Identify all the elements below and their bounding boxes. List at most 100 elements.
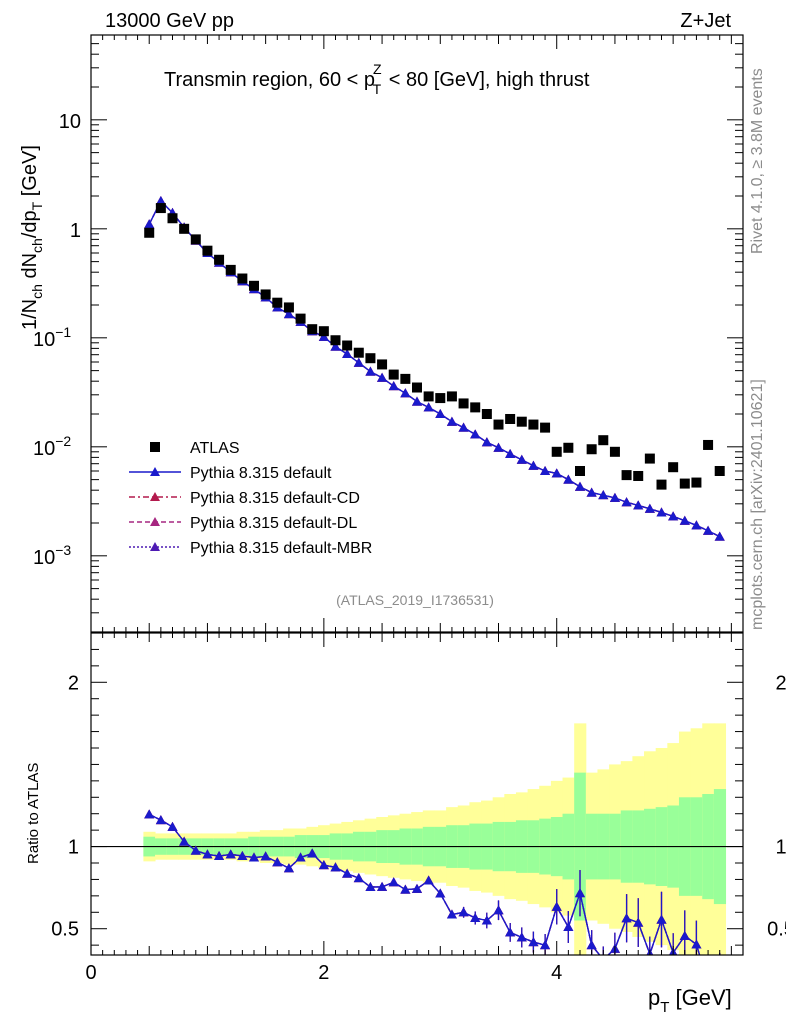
main-frame: [90, 34, 744, 633]
atlas-point: [470, 402, 481, 413]
atlas-point: [388, 369, 399, 380]
ratio-point-default: [307, 848, 318, 858]
ratio-point-default: [656, 914, 667, 924]
ratio-point-default: [493, 905, 504, 915]
legend-marker-atlas: [150, 442, 160, 452]
y-tick-label: 1: [70, 220, 81, 242]
ratio-point-default: [516, 932, 527, 942]
point-default: [400, 388, 411, 398]
ratio-point-default: [225, 849, 236, 859]
ratio-point-default: [540, 940, 551, 950]
atlas-point: [377, 359, 388, 370]
y-tick-label: 10: [59, 111, 81, 133]
ratio-point-default: [400, 884, 411, 894]
ratio-point-default: [260, 851, 271, 861]
atlas-point: [551, 446, 562, 457]
ratio-point-default: [633, 917, 644, 927]
ratio-point-default: [528, 937, 539, 947]
atlas-point: [353, 347, 364, 358]
legend-marker-dl: [150, 517, 160, 526]
ratio-point-cd: [602, 954, 604, 955]
point-default: [633, 500, 644, 510]
ratio-point-default: [272, 857, 283, 867]
ratio-point-default: [144, 809, 155, 819]
ratio-point-default: [470, 913, 481, 922]
point-default: [423, 402, 434, 412]
legend-label-dl: Pythia 8.315 default-DL: [190, 515, 357, 532]
atlas-point: [563, 442, 574, 453]
atlas-point: [481, 409, 492, 420]
point-default: [144, 219, 155, 229]
atlas-point: [575, 465, 585, 476]
legend-label-cd: Pythia 8.315 default-CD: [190, 490, 360, 507]
ratio-point-default: [388, 877, 399, 887]
point-default: [353, 357, 364, 367]
atlas-point: [318, 326, 329, 337]
ratio-point-default: [237, 850, 248, 860]
ratio-point-default: [377, 881, 388, 891]
atlas-point: [586, 444, 597, 455]
ratio-point-default: [412, 883, 422, 893]
mcplots-label: mcplots.cern.ch [arXiv:2401.10621]: [749, 379, 766, 630]
line-default: [148, 199, 721, 538]
ratio-point-default: [691, 939, 702, 949]
legend-marker-mbr: [150, 542, 160, 551]
point-default: [668, 511, 679, 521]
atlas-point: [540, 422, 551, 433]
ratio-point-default: [283, 863, 294, 873]
point-default: [412, 396, 422, 406]
ratio-point-default: [353, 873, 364, 883]
atlas-point: [656, 479, 667, 490]
point-default: [714, 531, 725, 541]
plot-title: Transmin region, 60 < pZ T < 80 [GeV], hi…: [164, 61, 590, 97]
ratio-point-default: [621, 913, 632, 923]
atlas-point: [167, 213, 178, 224]
x-tick-label: 4: [551, 962, 562, 984]
line-mbr: [148, 199, 721, 538]
point-default: [342, 349, 353, 359]
ratio-point-default: [458, 907, 469, 917]
ratio-y-tick-label: 0.5: [51, 919, 79, 941]
atlas-point: [214, 254, 225, 265]
point-default: [679, 515, 690, 525]
ratio-point-mbr: [715, 965, 725, 974]
ratio-point-default: [446, 909, 457, 919]
point-default: [283, 309, 294, 319]
atlas-point: [342, 340, 353, 351]
rivet-label: Rivet 4.1.0, ≥ 3.8M events: [749, 68, 766, 254]
point-default: [377, 372, 388, 382]
atlas-point: [633, 470, 644, 481]
point-default: [505, 448, 516, 458]
atlas-point: [598, 435, 609, 446]
point-default: [528, 460, 539, 470]
ratio-point-default: [679, 930, 690, 940]
atlas-point: [644, 453, 655, 464]
ratio-point-dl: [602, 954, 604, 955]
ratio-y-tick-label-right: 1: [775, 837, 786, 859]
point-default: [493, 442, 504, 452]
point-default: [318, 331, 329, 341]
atlas-point: [202, 245, 213, 256]
ratio-point-default: [318, 860, 329, 870]
atlas-point: [621, 470, 632, 481]
point-default: [330, 341, 341, 351]
ratio-point-default: [295, 852, 306, 862]
atlas-point: [668, 462, 679, 473]
point-default: [481, 437, 492, 447]
point-default: [563, 474, 574, 484]
point-default: [575, 481, 585, 491]
point-default: [609, 492, 620, 502]
atlas-point: [458, 398, 469, 409]
atlas-point: [307, 324, 318, 335]
ratio-point-default: [563, 922, 574, 932]
ratio-point-cd: [715, 965, 725, 974]
atlas-point: [505, 413, 516, 424]
atlas-point: [155, 203, 166, 214]
ratio-point-default: [715, 965, 725, 974]
atlas-point: [179, 223, 190, 234]
point-default: [586, 487, 597, 497]
atlas-point: [400, 373, 411, 384]
ratio-point-default: [435, 888, 446, 898]
point-default: [435, 409, 446, 419]
